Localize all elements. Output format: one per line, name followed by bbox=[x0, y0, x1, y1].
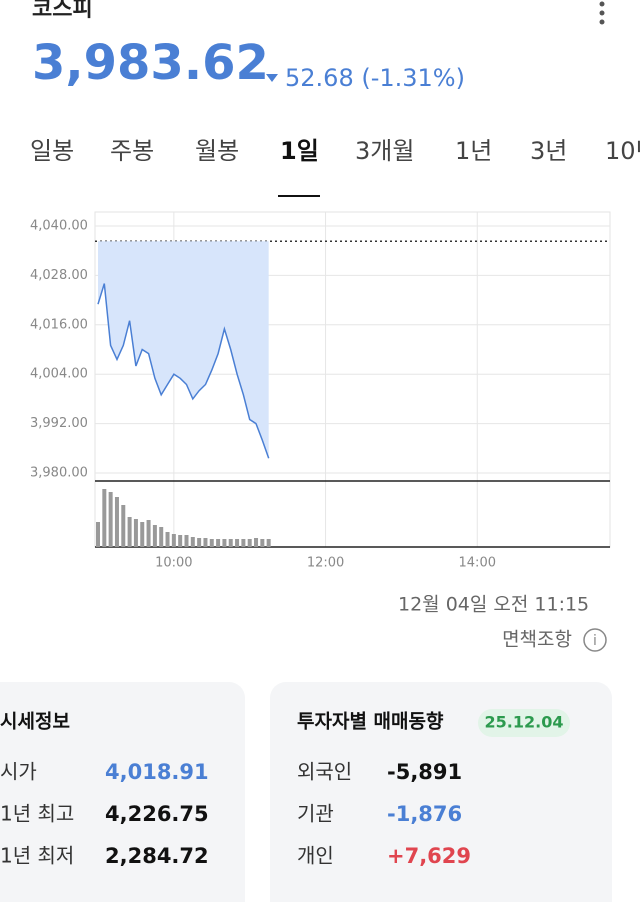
volume-bar bbox=[140, 522, 145, 547]
volume-bar bbox=[254, 538, 259, 547]
title: 코스피 bbox=[32, 0, 93, 22]
volume-bar bbox=[216, 539, 221, 547]
price-line bbox=[97, 283, 270, 459]
volume-bar bbox=[96, 522, 100, 547]
volume-bar bbox=[121, 505, 126, 547]
volume-bar bbox=[260, 539, 265, 547]
investor-card bbox=[270, 682, 612, 902]
card-title: 투자자별 매매동향 bbox=[297, 711, 444, 733]
tab[interactable]: 10년 bbox=[605, 137, 640, 165]
volume-bar bbox=[222, 539, 227, 547]
volume-bar bbox=[102, 489, 107, 547]
date-badge bbox=[478, 709, 570, 737]
volume-bar bbox=[203, 538, 208, 547]
volume-bar bbox=[152, 525, 157, 547]
row-value: -1,876 bbox=[387, 802, 462, 826]
x-tick-label: 12:00 bbox=[307, 556, 344, 571]
row-value: +7,629 bbox=[387, 844, 471, 868]
y-tick-label: 4,016.00 bbox=[30, 317, 88, 332]
volume-bar bbox=[171, 534, 176, 547]
row-label: 1년 최저 bbox=[0, 844, 74, 868]
volume-bar bbox=[247, 539, 252, 547]
row-label: 시가 bbox=[0, 760, 37, 784]
y-tick-label: 3,992.00 bbox=[30, 416, 88, 431]
volume-bar bbox=[209, 539, 214, 547]
volume-bar bbox=[127, 517, 132, 547]
volume-bar bbox=[178, 535, 183, 547]
volume-bar bbox=[228, 539, 233, 547]
tab[interactable]: 일봉 bbox=[30, 137, 74, 165]
price-info-card bbox=[0, 682, 245, 902]
y-tick-label: 3,980.00 bbox=[30, 466, 88, 481]
tab[interactable]: 3개월 bbox=[355, 137, 414, 165]
tab[interactable]: 1일 bbox=[280, 137, 319, 165]
info-icon-i: i bbox=[593, 633, 597, 649]
y-tick-label: 4,028.00 bbox=[30, 268, 88, 283]
area-fill bbox=[95, 241, 269, 459]
date-badge-text: 25.12.04 bbox=[485, 713, 564, 732]
row-label: 1년 최고 bbox=[0, 802, 74, 826]
row-value: 4,018.91 bbox=[105, 760, 209, 784]
volume-bar bbox=[146, 520, 151, 547]
tab[interactable]: 1년 bbox=[455, 137, 492, 165]
price: 3,983.62 bbox=[32, 35, 269, 91]
volume-bar bbox=[165, 532, 170, 547]
card-title: 시세정보 bbox=[0, 711, 70, 733]
volume-bar bbox=[159, 527, 164, 547]
volume-bar bbox=[133, 519, 138, 547]
row-value: -5,891 bbox=[387, 760, 462, 784]
menu[interactable] bbox=[599, 1, 605, 7]
info-icon[interactable] bbox=[583, 628, 607, 652]
row-label: 외국인 bbox=[297, 760, 352, 784]
x-tick-label: 14:00 bbox=[459, 556, 496, 571]
volume-bar bbox=[108, 492, 113, 547]
volume-bar bbox=[190, 537, 195, 547]
y-tick-label: 4,004.00 bbox=[30, 367, 88, 382]
disclaimer[interactable]: 면책조항 bbox=[502, 629, 572, 651]
tab[interactable]: 월봉 bbox=[195, 137, 239, 165]
volume-bar bbox=[266, 539, 271, 547]
volume-bar bbox=[235, 539, 240, 547]
tab[interactable]: 3년 bbox=[530, 137, 567, 165]
down-arrow bbox=[266, 74, 278, 82]
row-label: 기관 bbox=[297, 802, 334, 826]
volume-bar bbox=[197, 538, 202, 547]
row-value: 2,284.72 bbox=[105, 844, 209, 868]
change: 52.68 (-1.31%) bbox=[285, 64, 465, 92]
volume-bar bbox=[114, 497, 119, 547]
x-tick-label: 10:00 bbox=[155, 556, 192, 571]
y-tick-label: 4,040.00 bbox=[30, 219, 88, 234]
timestamp: 12월 04일 오전 11:15 bbox=[398, 594, 589, 616]
volume-bar bbox=[184, 535, 189, 547]
volume-bar bbox=[241, 539, 246, 547]
row-label: 개인 bbox=[297, 844, 334, 868]
tab[interactable]: 주봉 bbox=[110, 137, 154, 165]
row-value: 4,226.75 bbox=[105, 802, 209, 826]
